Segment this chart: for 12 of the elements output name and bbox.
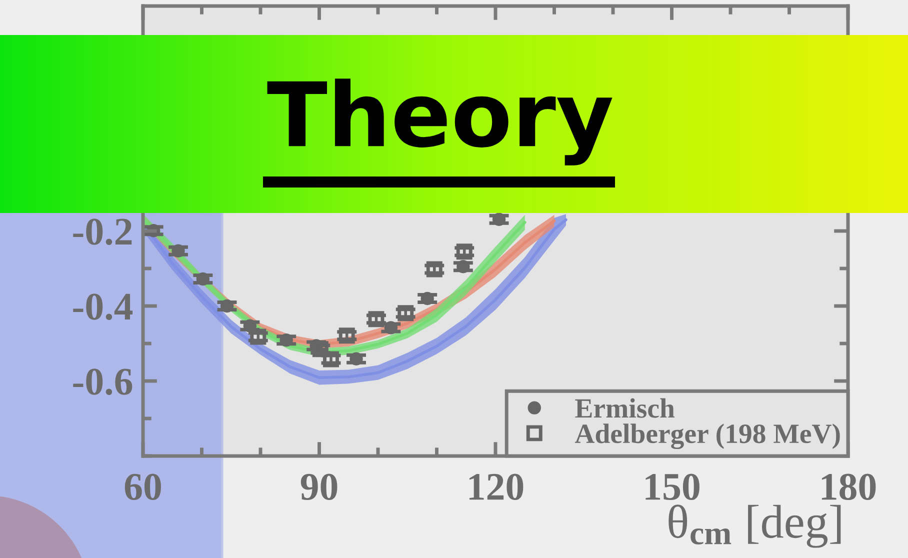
y-tick-label: -0.4 xyxy=(73,294,133,320)
x-tick-label: 180 xyxy=(822,474,876,500)
x-tick-label: 90 xyxy=(300,474,338,500)
x-tick-label: 120 xyxy=(469,474,524,500)
y-tick-label: -0.6 xyxy=(73,368,132,396)
x-tick-label: 60 xyxy=(124,474,161,500)
legend-label: Ermisch xyxy=(575,398,675,418)
y-tick-label: -0.2 xyxy=(73,218,132,246)
x-axis-title: θ$_{cm}$ [deg] xyxy=(668,504,841,548)
legend-label: Adelberger (198 MeV) xyxy=(574,424,840,450)
x-tick-label: 150 xyxy=(646,474,700,500)
text: Theory xyxy=(267,78,612,166)
